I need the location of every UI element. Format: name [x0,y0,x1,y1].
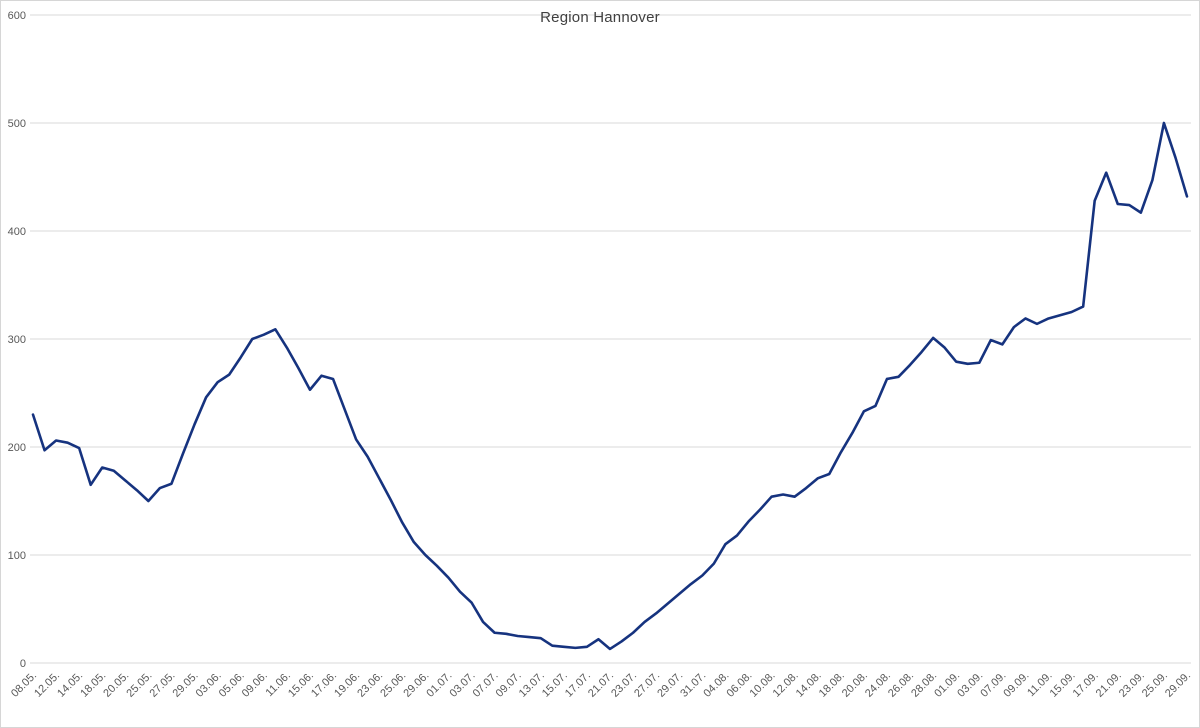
x-tick-label: 24.08. [863,670,893,700]
x-tick-label: 21.09. [1094,670,1124,700]
y-axis-labels: 0 100 200 300 400 500 600 [8,10,26,670]
x-tick-label: 31.07. [678,670,708,700]
x-tick-label: 28.08. [909,670,939,700]
x-tick-label: 18.05. [78,670,108,700]
x-tick-label: 23.06. [355,670,385,700]
x-tick-label: 12.05. [32,670,62,700]
gridlines [30,14,1191,664]
x-tick-label: 20.05. [101,670,131,700]
x-tick-label: 15.07. [540,670,570,700]
x-tick-label: 25.09. [1140,670,1170,700]
x-tick-label: 13.07. [517,670,547,700]
x-tick-label: 27.07. [632,670,662,700]
x-tick-label: 17.09. [1071,670,1101,700]
x-axis-labels: 08.05.12.05.14.05.18.05.20.05.25.05.27.0… [9,670,1193,700]
x-tick-label: 03.09. [955,670,985,700]
y-tick-label: 300 [8,334,26,346]
chart-title: Region Hannover [540,9,660,26]
y-tick-label: 600 [8,10,26,22]
x-tick-label: 23.09. [1117,670,1147,700]
x-tick-label: 25.06. [378,670,408,700]
x-tick-label: 23.07. [609,670,639,700]
x-tick-label: 29.09. [1163,670,1193,700]
x-tick-label: 07.09. [978,670,1008,700]
x-tick-label: 29.07. [655,670,685,700]
x-tick-label: 21.07. [586,670,616,700]
x-tick-label: 04.08. [701,670,731,700]
y-tick-label: 200 [8,442,26,454]
x-tick-label: 12.08. [771,670,801,700]
x-tick-label: 25.05. [124,670,154,700]
x-tick-label: 05.06. [217,670,247,700]
x-tick-label: 15.09. [1048,670,1078,700]
x-tick-label: 27.05. [147,670,177,700]
y-tick-label: 500 [8,118,26,130]
x-tick-label: 29.05. [171,670,201,700]
x-tick-label: 01.09. [932,670,962,700]
x-tick-label: 03.07. [448,670,478,700]
x-tick-label: 14.08. [794,670,824,700]
x-tick-label: 17.07. [563,670,593,700]
y-tick-label: 0 [20,658,26,670]
y-tick-label: 400 [8,226,26,238]
x-tick-label: 03.06. [194,670,224,700]
x-tick-label: 19.06. [332,670,362,700]
x-tick-label: 17.06. [309,670,339,700]
x-tick-label: 10.08. [748,670,778,700]
x-tick-label: 01.07. [424,670,454,700]
x-tick-label: 07.07. [471,670,501,700]
x-tick-label: 29.06. [401,670,431,700]
x-tick-label: 18.08. [817,670,847,700]
x-tick-label: 09.06. [240,670,270,700]
x-tick-label: 06.08. [724,670,754,700]
x-tick-label: 15.06. [286,670,316,700]
x-tick-label: 14.05. [55,670,85,700]
x-tick-label: 08.05. [9,670,39,700]
x-tick-label: 09.09. [1001,670,1031,700]
x-tick-label: 20.08. [840,670,870,700]
x-tick-label: 09.07. [494,670,524,700]
y-tick-label: 100 [8,550,26,562]
x-tick-label: 26.08. [886,670,916,700]
data-series-line [31,121,1189,651]
